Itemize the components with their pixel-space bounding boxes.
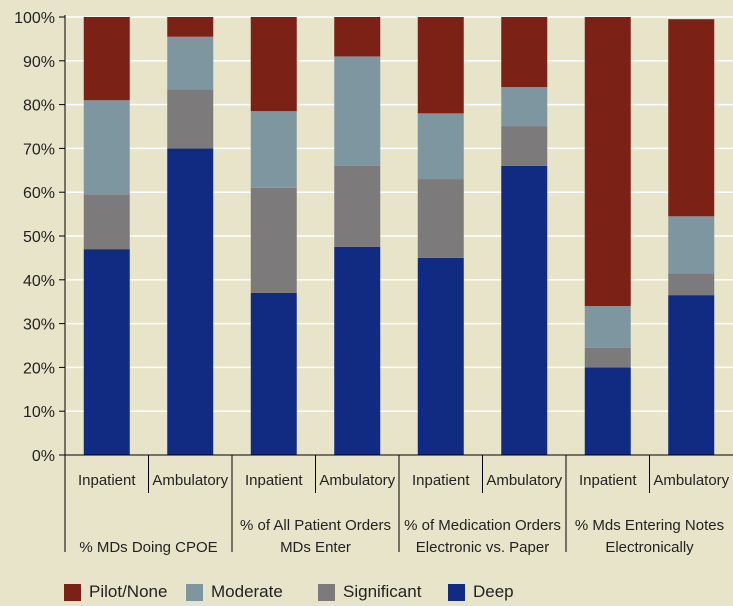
x-group-label: % Mds Entering Notes [575,517,724,534]
bar-pilot-none [417,17,464,114]
bar-pilot-none [250,17,297,112]
bar-deep [668,295,715,455]
x-group-label: % of Medication Orders [404,517,561,534]
bar-deep [83,249,130,455]
y-tick-label: 50% [23,229,55,246]
legend-swatch-pilot-none [64,583,81,601]
x-group-label: % of All Patient Orders [240,517,391,534]
bar-deep [250,292,297,455]
legend-item-pilot-none: Pilot/None [64,582,167,602]
bar-significant [167,89,214,149]
x-group-label: MDs Enter [280,539,351,556]
bar-pilot-none [334,17,381,57]
bar-significant [501,126,548,166]
x-category-label: Ambulatory [319,472,395,489]
bar-pilot-none [584,17,631,307]
y-tick-label: 30% [23,317,55,334]
x-category-label: Ambulatory [486,472,562,489]
y-tick-label: 90% [23,54,55,71]
y-tick-label: 10% [23,404,55,421]
x-category-label: Ambulatory [152,472,228,489]
x-category-label: Inpatient [579,472,637,489]
legend-swatch-significant [318,583,335,601]
bar-deep [167,148,214,455]
bars [83,17,715,456]
x-axis: Inpatient Ambulatory Inpatient Ambulatory In… [64,454,733,556]
y-tick-label: 40% [23,273,55,290]
legend-label: Pilot/None [89,582,168,601]
y-tick-label: 80% [23,98,55,115]
legend-label: Deep [473,582,514,601]
bar-pilot-none [167,17,214,37]
bar-significant [668,273,715,296]
legend-label: Significant [343,582,422,601]
legend-label: Moderate [211,582,283,601]
bar-moderate [584,306,631,348]
bar-moderate [250,111,297,188]
y-tick-label: 0% [32,448,55,465]
x-category-label: Inpatient [412,472,470,489]
bar-deep [584,367,631,455]
legend-swatch-moderate [186,583,203,601]
x-category-label: Inpatient [78,472,136,489]
x-category-label: Ambulatory [653,472,729,489]
bar-deep [334,246,381,455]
bar-pilot-none [83,17,130,101]
bar-significant [584,347,631,368]
legend-swatch-deep [448,583,465,601]
bar-moderate [167,36,214,90]
bar-significant [417,179,464,258]
y-tick-label: 20% [23,360,55,377]
y-axis: 0% 10% 20% 30% 40% 50% 60% 70% 80% 90% 100% [14,10,66,465]
bar-moderate [334,56,381,166]
y-tick-label: 70% [23,141,55,158]
bar-moderate [83,100,130,195]
y-tick-label: 100% [14,10,55,27]
x-group-label: Electronic vs. Paper [416,539,549,556]
gridlines [65,16,733,412]
legend-item-moderate: Moderate [186,582,283,602]
bar-moderate [668,216,715,274]
bar-pilot-none [501,17,548,88]
bar-deep [417,257,464,455]
bar-moderate [417,113,464,180]
bar-moderate [501,87,548,127]
bar-significant [83,194,130,250]
bar-significant [250,187,297,293]
y-tick-label: 60% [23,185,55,202]
legend-item-deep: Deep [448,582,514,602]
legend-item-significant: Significant [318,582,421,602]
x-group-label: Electronically [605,539,694,556]
x-group-label: % MDs Doing CPOE [79,539,217,556]
bar-pilot-none [668,19,715,217]
bar-deep [501,165,548,456]
bar-significant [334,165,381,247]
x-category-label: Inpatient [245,472,303,489]
